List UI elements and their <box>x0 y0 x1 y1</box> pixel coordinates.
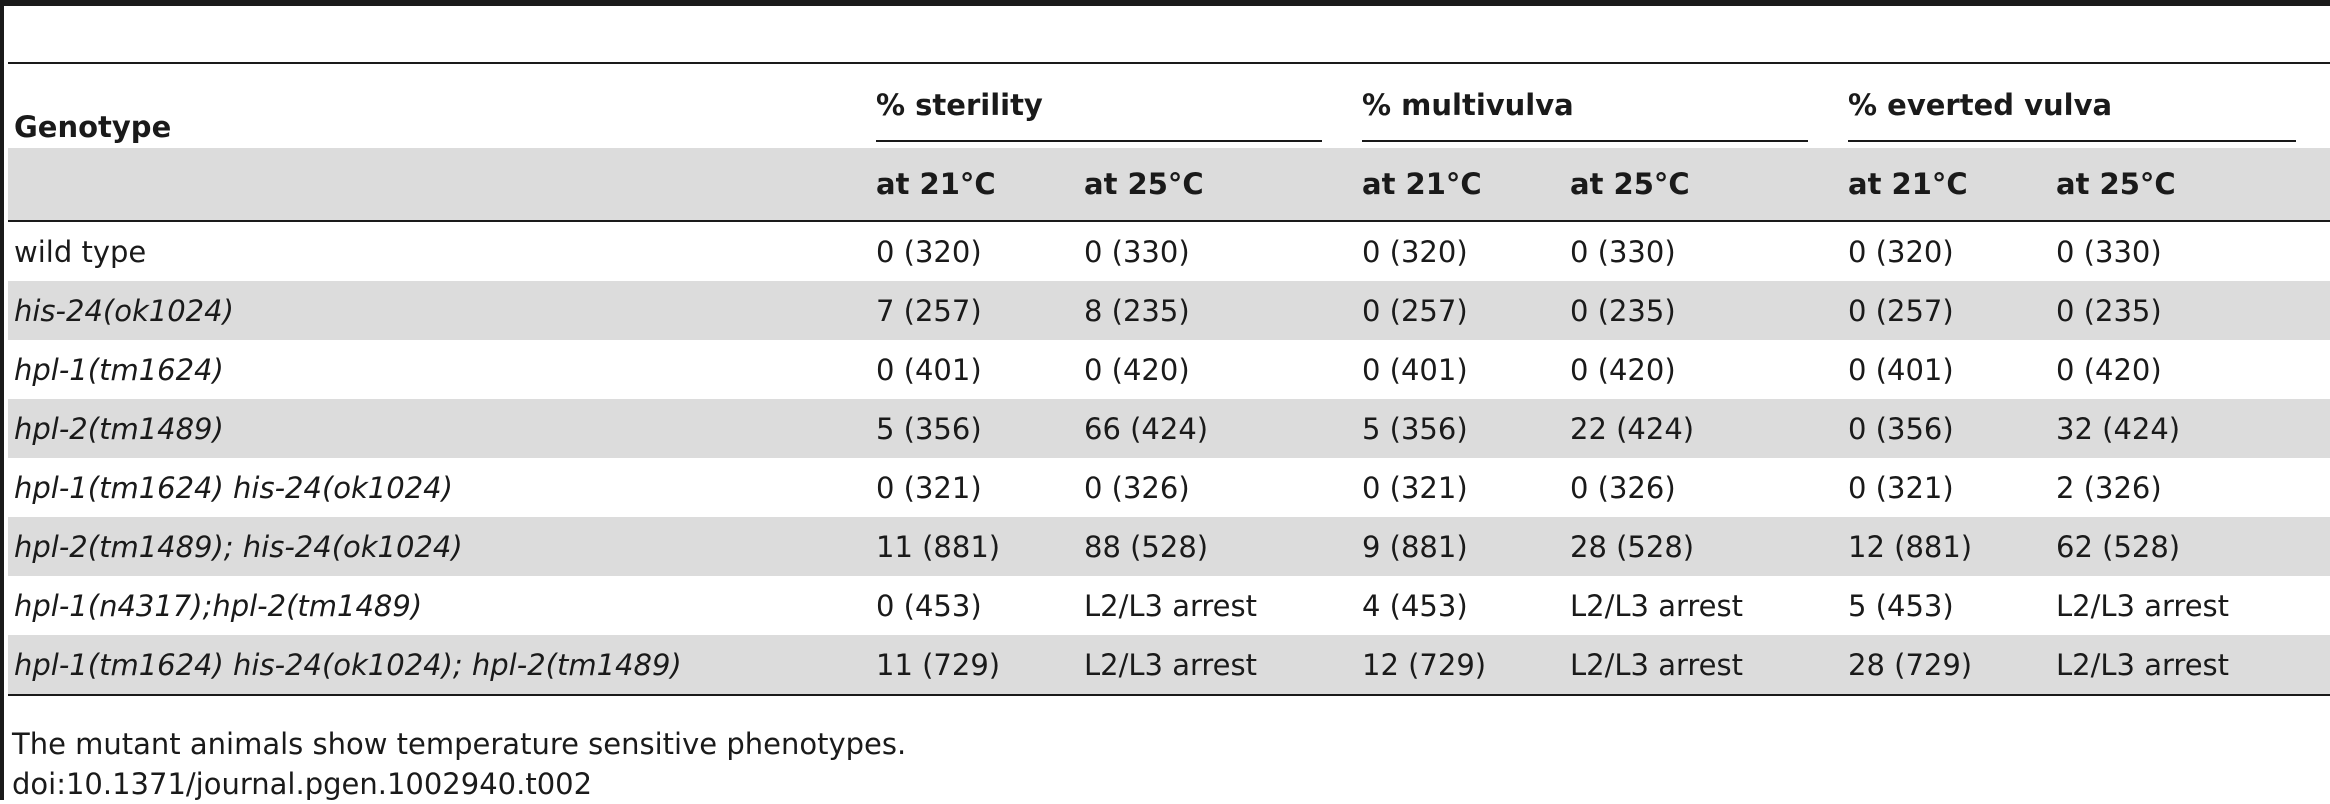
value-cell: 0 (235) <box>2050 281 2330 340</box>
genotype-cell: his-24(ok1024) <box>8 281 870 340</box>
value-cell: 0 (330) <box>1570 234 1676 269</box>
table-row: hpl-1(n4317);hpl-2(tm1489) 0 (453) L2/L3 a… <box>8 576 2330 635</box>
value-cell: 0 (320) <box>1848 234 1954 269</box>
table-row: hpl-1(tm1624) his-24(ok1024); hpl-2(tm14… <box>8 635 2330 696</box>
value-cell: 0 (356) <box>1842 399 2051 458</box>
genotype-cell: hpl-1(tm1624) <box>14 352 224 387</box>
group-header-everted-vulva: % everted vulva <box>1842 64 2330 148</box>
value-cell: 8 (235) <box>1078 281 1356 340</box>
value-cell: L2/L3 arrest <box>2050 635 2330 696</box>
value-cell: 0 (401) <box>1848 352 1954 387</box>
value-cell: 0 (401) <box>1362 352 1468 387</box>
value-cell: 0 (420) <box>1570 352 1676 387</box>
group-header-sterility: % sterility <box>870 64 1356 148</box>
value-cell: 0 (330) <box>2056 234 2162 269</box>
value-cell: 28 (729) <box>1842 635 2051 696</box>
value-cell: 0 (321) <box>876 470 982 505</box>
value-cell: 0 (320) <box>1362 234 1468 269</box>
value-cell: 88 (528) <box>1078 517 1356 576</box>
value-cell: L2/L3 arrest <box>1570 588 1743 623</box>
value-cell: 32 (424) <box>2050 399 2330 458</box>
genotype-cell: hpl-1(n4317);hpl-2(tm1489) <box>14 588 423 623</box>
table-row: hpl-2(tm1489); his-24(ok1024) 11 (881) 88 … <box>8 517 2330 576</box>
value-cell: 0 (235) <box>1564 281 1843 340</box>
value-cell: 9 (881) <box>1356 517 1564 576</box>
value-cell: 11 (881) <box>870 517 1078 576</box>
value-cell: L2/L3 arrest <box>1078 635 1356 696</box>
table-row: hpl-1(tm1624) his-24(ok1024) 0 (321) 0 (32… <box>8 458 2330 517</box>
value-cell: 0 (420) <box>1084 352 1190 387</box>
subheader-row: at 21°C at 25°C at 21°C at 25°C at 21°C … <box>8 148 2330 222</box>
genotype-cell: hpl-2(tm1489); his-24(ok1024) <box>8 517 870 576</box>
group-label: % everted vulva <box>1848 88 2297 142</box>
value-cell: 5 (356) <box>870 399 1078 458</box>
value-cell: 0 (453) <box>876 588 982 623</box>
subheader-blank <box>8 148 870 222</box>
value-cell: 0 (326) <box>1084 470 1190 505</box>
group-header-multivulva: % multivulva <box>1356 64 1842 148</box>
genotype-cell: hpl-1(tm1624) his-24(ok1024) <box>14 470 453 505</box>
left-border-rule <box>0 0 4 800</box>
footnote-caption: The mutant animals show temperature sens… <box>12 727 907 761</box>
table-top-rule <box>8 62 2330 64</box>
value-cell: 12 (881) <box>1842 517 2051 576</box>
group-label: % sterility <box>876 88 1322 142</box>
genotype-cell: hpl-1(tm1624) his-24(ok1024); hpl-2(tm14… <box>8 635 870 696</box>
subheader-cell: at 21°C <box>1356 148 1564 222</box>
subheader-cell: at 21°C <box>870 148 1078 222</box>
table-row: hpl-2(tm1489) 5 (356) 66 (424) 5 (356) 22 (4… <box>8 399 2330 458</box>
value-cell: 0 (320) <box>876 234 982 269</box>
value-cell: L2/L3 arrest <box>2056 588 2230 623</box>
value-cell: 5 (356) <box>1356 399 1564 458</box>
genotype-cell: wild type <box>14 234 147 269</box>
value-cell: 0 (321) <box>1848 470 1954 505</box>
table-row: his-24(ok1024) 7 (257) 8 (235) 0 (257) 0 (23… <box>8 281 2330 340</box>
value-cell: 0 (257) <box>1842 281 2051 340</box>
genotype-column-header: Genotype <box>14 110 172 144</box>
value-cell: L2/L3 arrest <box>1564 635 1843 696</box>
table-body: wild type 0 (320) 0 (330) 0 (320) 0 (330) 0 (… <box>8 221 2330 696</box>
group-header-row: Genotype % sterility % multivulva % ever… <box>8 64 2330 148</box>
table-row: wild type 0 (320) 0 (330) 0 (320) 0 (330) 0 (… <box>8 221 2330 281</box>
value-cell: 0 (257) <box>1356 281 1564 340</box>
subheader-cell: at 21°C <box>1842 148 2051 222</box>
top-border-rule <box>0 0 2330 6</box>
value-cell: 0 (326) <box>1570 470 1676 505</box>
group-label: % multivulva <box>1362 88 1809 142</box>
value-cell: 2 (326) <box>2056 470 2162 505</box>
table-row: hpl-1(tm1624) 0 (401) 0 (420) 0 (401) 0 (420… <box>8 340 2330 399</box>
subheader-cell: at 25°C <box>1078 148 1356 222</box>
table-footnote: The mutant animals show temperature sens… <box>12 724 906 804</box>
value-cell: 66 (424) <box>1078 399 1356 458</box>
value-cell: 7 (257) <box>870 281 1078 340</box>
value-cell: 0 (401) <box>876 352 982 387</box>
value-cell: 12 (729) <box>1356 635 1564 696</box>
value-cell: 0 (420) <box>2056 352 2162 387</box>
value-cell: 4 (453) <box>1362 588 1468 623</box>
value-cell: 28 (528) <box>1564 517 1843 576</box>
value-cell: L2/L3 arrest <box>1084 588 1257 623</box>
footnote-doi: doi:10.1371/journal.pgen.1002940.t002 <box>12 767 593 801</box>
value-cell: 0 (321) <box>1362 470 1468 505</box>
phenotype-table: Genotype % sterility % multivulva % ever… <box>8 64 2330 696</box>
genotype-cell: hpl-2(tm1489) <box>8 399 870 458</box>
subheader-cell: at 25°C <box>1564 148 1843 222</box>
value-cell: 22 (424) <box>1564 399 1843 458</box>
value-cell: 11 (729) <box>870 635 1078 696</box>
value-cell: 0 (330) <box>1084 234 1190 269</box>
value-cell: 62 (528) <box>2050 517 2330 576</box>
value-cell: 5 (453) <box>1848 588 1954 623</box>
subheader-cell: at 25°C <box>2050 148 2330 222</box>
